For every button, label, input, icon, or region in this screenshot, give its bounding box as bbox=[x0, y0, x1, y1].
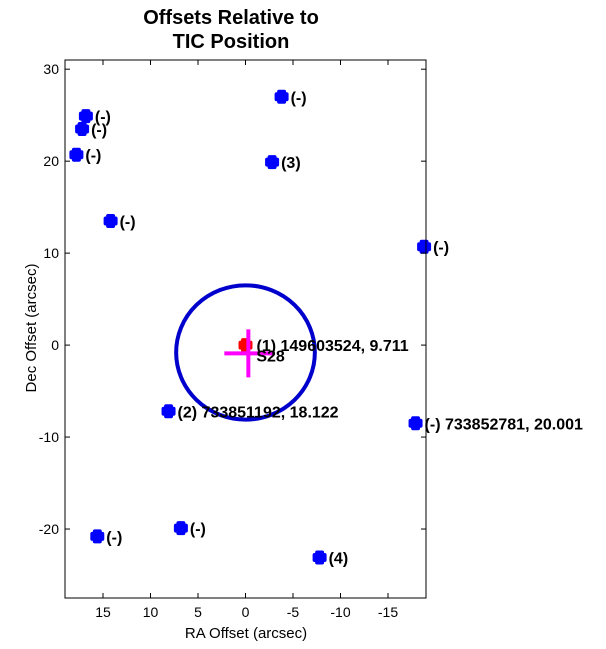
star-label: (3) bbox=[281, 155, 301, 172]
star-marker bbox=[103, 213, 118, 228]
target-label: (1) 149603524, 9.711 bbox=[257, 338, 409, 355]
y-tick-label: 10 bbox=[43, 245, 59, 261]
target-marker bbox=[238, 338, 253, 353]
star-marker bbox=[417, 239, 432, 254]
star-label: (-) 733852781, 20.001 bbox=[425, 416, 583, 433]
x-tick-label: 10 bbox=[143, 604, 159, 620]
plot-area: (-)(-)(-)(-)(-)(3)(-)(2) 733851192, 18.1… bbox=[69, 89, 583, 568]
star-label: (-) bbox=[106, 529, 122, 546]
axis-ticks: 15 10 5 0 -5 -10 -15 30 20 10 0 -10 -20 bbox=[39, 60, 426, 620]
x-tick-label: 0 bbox=[242, 604, 250, 620]
plot-frame bbox=[64, 59, 427, 599]
star-marker bbox=[274, 89, 289, 104]
x-tick-label: -15 bbox=[378, 604, 398, 620]
star-label: (-) bbox=[95, 109, 111, 126]
y-tick-label: -20 bbox=[39, 521, 59, 537]
x-tick-label: -10 bbox=[330, 604, 350, 620]
y-tick-label: 0 bbox=[51, 337, 59, 353]
star-marker bbox=[90, 529, 105, 544]
star-marker bbox=[408, 416, 423, 431]
star-label: (-) bbox=[433, 240, 449, 257]
star-marker bbox=[69, 147, 84, 162]
x-tick-label: 15 bbox=[95, 604, 111, 620]
star-label: (4) bbox=[329, 551, 349, 568]
chart-title-line-1: Offsets Relative to bbox=[143, 7, 319, 29]
y-axis-label: Dec Offset (arcsec) bbox=[23, 264, 40, 393]
x-tick-label: 5 bbox=[194, 604, 202, 620]
star-marker bbox=[265, 155, 280, 170]
aperture-circle bbox=[174, 283, 317, 422]
star-label: (-) bbox=[91, 122, 107, 139]
star-marker bbox=[78, 109, 93, 124]
y-tick-label: -10 bbox=[39, 429, 59, 445]
star-marker bbox=[312, 550, 327, 565]
x-axis-label: RA Offset (arcsec) bbox=[185, 625, 307, 642]
star-marker bbox=[75, 121, 90, 136]
y-tick-label: 20 bbox=[43, 153, 59, 169]
star-label: (-) bbox=[190, 521, 206, 538]
star-marker bbox=[173, 521, 188, 536]
y-tick-label: 30 bbox=[43, 61, 59, 77]
star-label: (-) bbox=[120, 214, 136, 231]
star-label: (2) 733851192, 18.122 bbox=[178, 404, 339, 421]
chart-title-line-2: TIC Position bbox=[173, 31, 290, 53]
centroid-label: S28 bbox=[256, 348, 285, 365]
star-label: (-) bbox=[85, 148, 101, 165]
star-label: (-) bbox=[291, 90, 307, 107]
x-tick-label: -5 bbox=[287, 604, 300, 620]
star-marker bbox=[161, 404, 176, 419]
